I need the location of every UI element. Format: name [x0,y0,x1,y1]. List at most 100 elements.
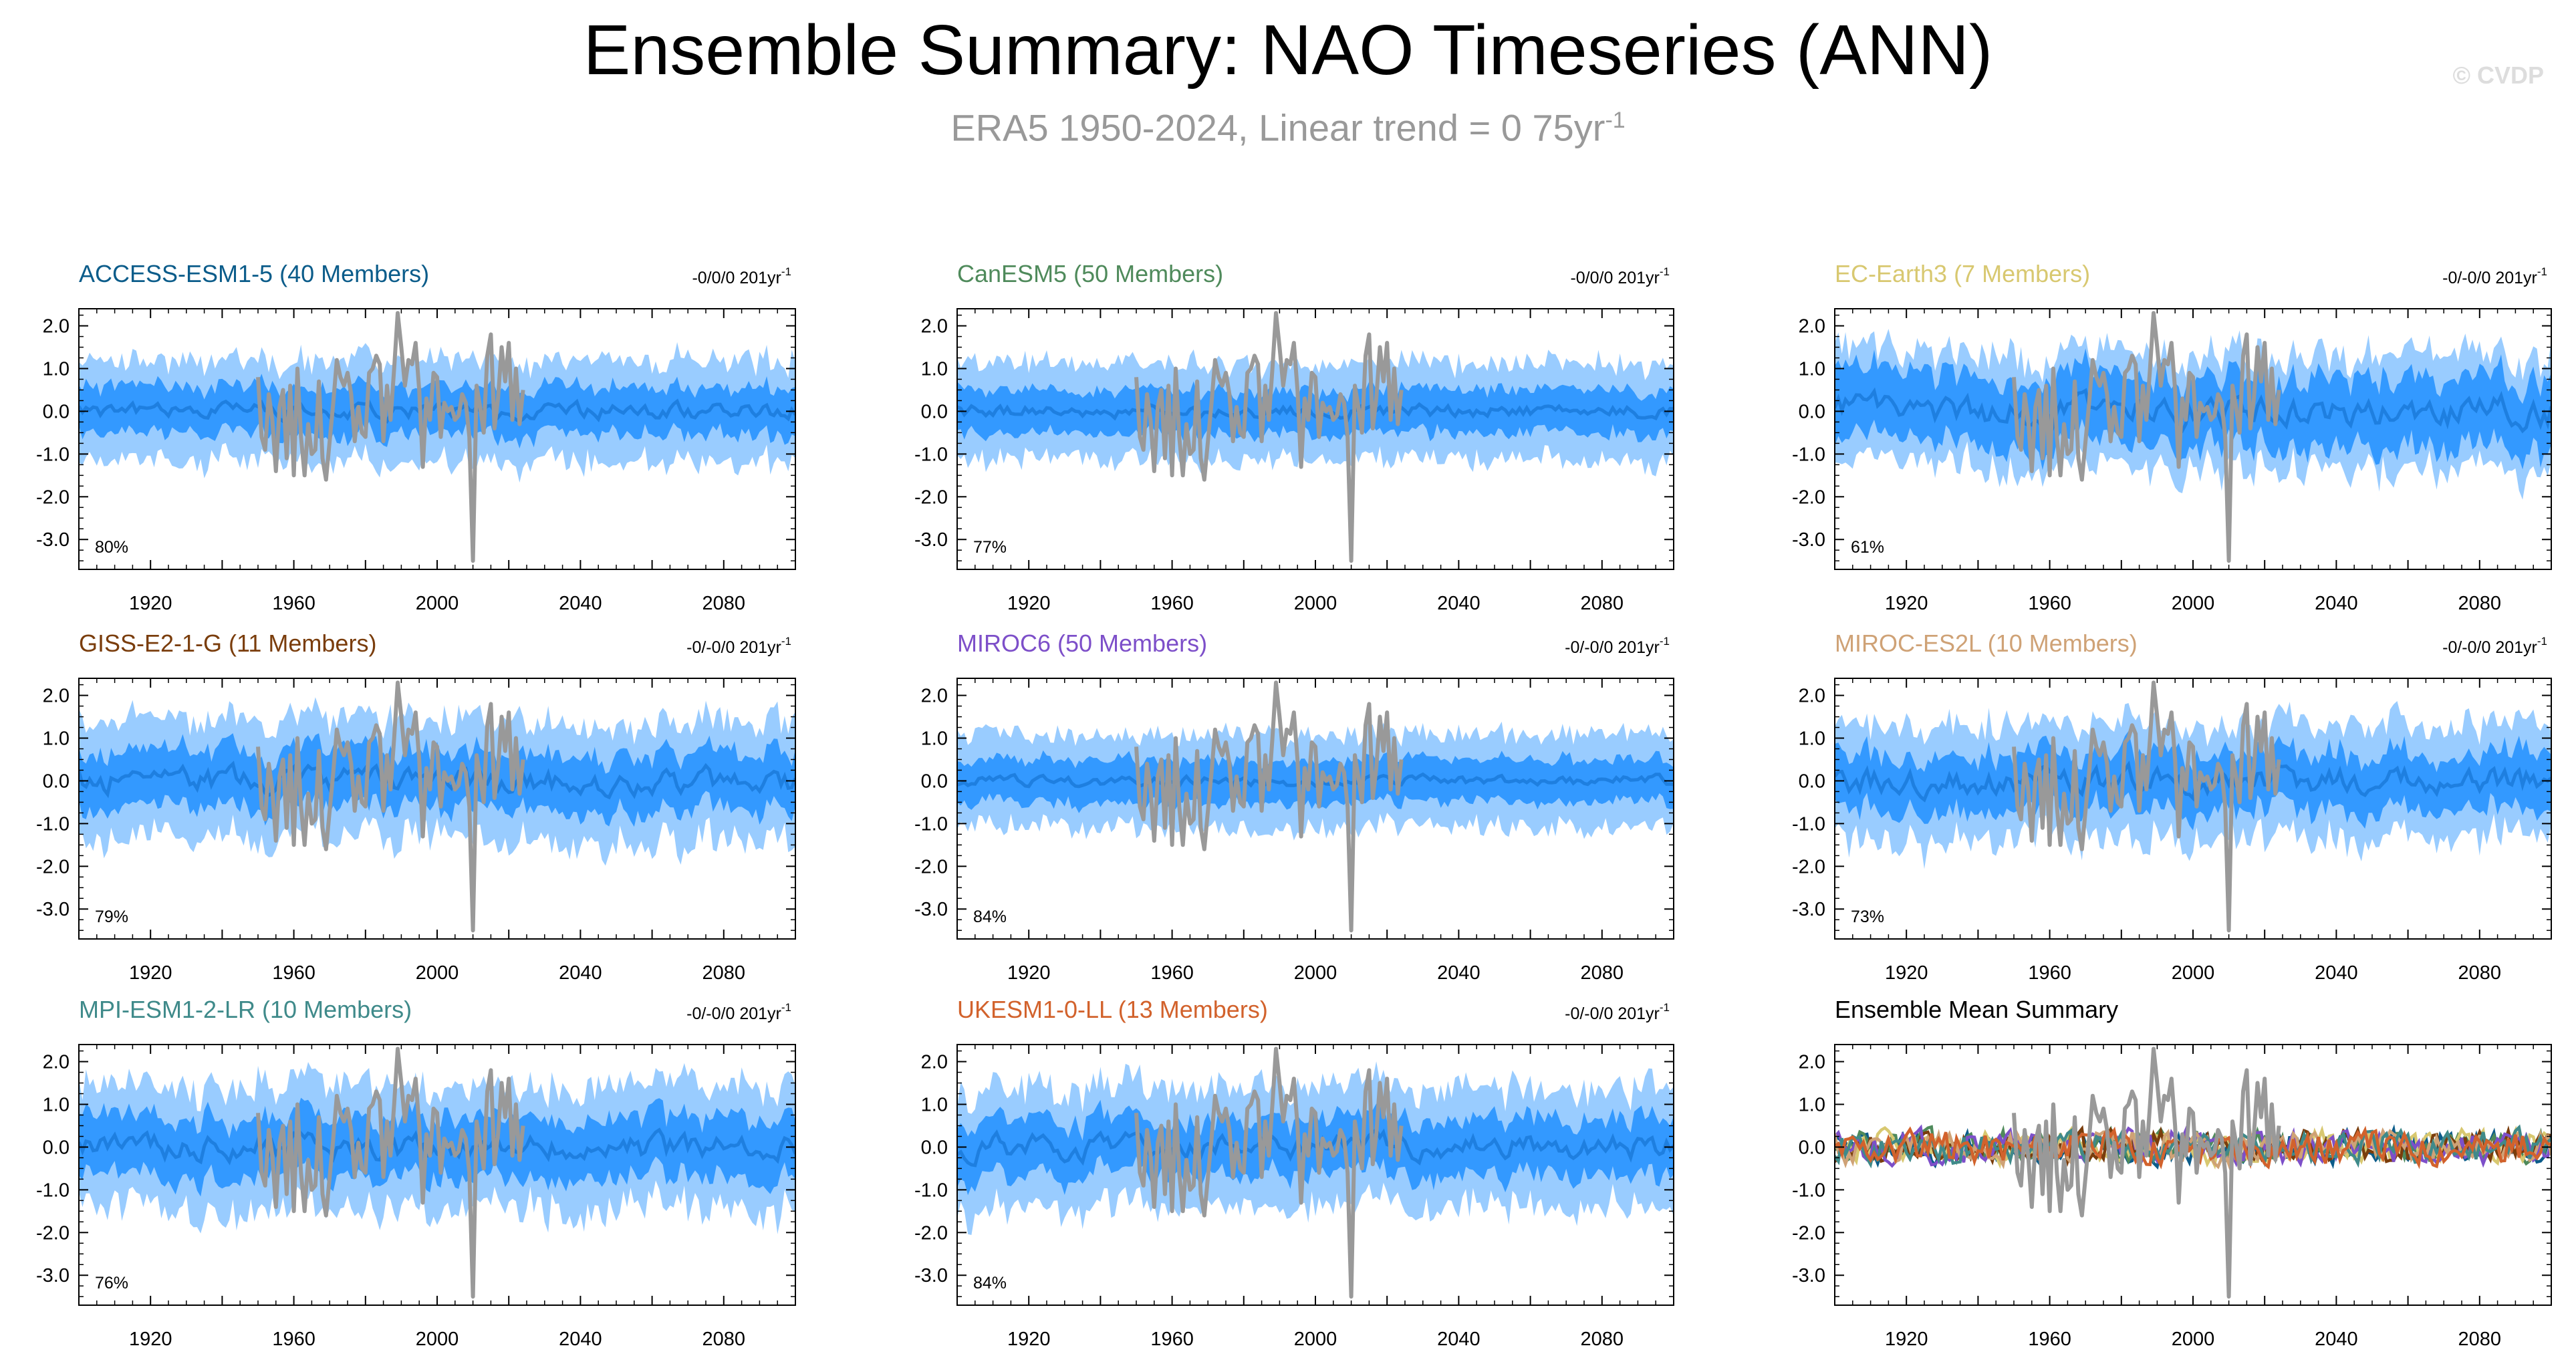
chart-panel: UKESM1-0-LL (13 Members) -0/-0/0 201yr-1 2… [914,996,1674,1350]
y-tick-label: -1.0 [36,813,70,835]
plot-area [957,1047,1674,1299]
y-tick-label: -2.0 [36,856,70,877]
panel-title: EC-Earth3 (7 Members) [1835,260,2090,287]
y-tick-label: 0.0 [921,1137,948,1158]
y-tick-label: -1.0 [914,1180,948,1201]
x-tick-label: 2040 [2315,593,2358,614]
y-tick-label: -3.0 [1792,899,1825,920]
y-tick-label: 2.0 [921,686,948,707]
y-tick-label: -1.0 [1792,1180,1825,1201]
observations-line [256,680,525,933]
y-tick-label: -2.0 [914,1222,948,1244]
observations-line [2012,680,2281,933]
x-tick-label: 1960 [2028,962,2071,984]
panel-title: Ensemble Mean Summary [1835,996,2118,1023]
x-tick-label: 2000 [1294,593,1337,614]
trend-label-sup: -1 [1660,635,1670,648]
panel-title: MIROC-ES2L (10 Members) [1835,630,2138,657]
plot-area [1835,1047,2551,1299]
x-tick-label: 2000 [416,1329,459,1350]
x-tick-label: 1920 [1885,593,1928,614]
plot-area [79,680,795,933]
x-tick-label: 1960 [272,1329,315,1350]
panel-title: CanESM5 (50 Members) [957,260,1223,287]
ensemble-mean-line [957,402,1674,422]
x-tick-label: 2040 [1437,1329,1480,1350]
percent-label: 77% [973,538,1007,557]
y-tick-label: 2.0 [1799,686,1825,707]
figure-title: Ensemble Summary: NAO Timeseries (ANN) [583,11,1993,90]
observations-line [1134,1047,1404,1299]
y-tick-label: -2.0 [914,856,948,877]
x-tick-label: 1960 [1150,593,1194,614]
trend-label: -0/-0/0 201yr-1 [1565,635,1670,657]
trend-label-text: -0/-0/0 201yr [2442,638,2537,657]
copyright-label: © CVDP [2452,61,2544,89]
plot-area [957,311,1674,563]
y-tick-label: 0.0 [921,771,948,792]
percent-label: 80% [95,538,128,557]
y-tick-label: 2.0 [921,1052,948,1073]
trend-label-text: -0/-0/0 201yr [686,1004,781,1023]
y-tick-label: 1.0 [1799,728,1825,750]
trend-label-sup: -1 [1660,265,1670,278]
x-tick-label: 1960 [272,962,315,984]
y-tick-label: -3.0 [914,1265,948,1286]
plot-frame [1834,1044,2552,1306]
y-tick-label: 0.0 [43,771,70,792]
panel-title: UKESM1-0-LL (13 Members) [957,996,1268,1023]
y-tick-label: 1.0 [43,728,70,750]
y-tick-label: 0.0 [43,401,70,422]
x-tick-label: 1920 [1007,1329,1051,1350]
plot-area [1835,311,2551,563]
trend-label-text: -0/-0/0 201yr [1565,1004,1660,1023]
chart-panel: MPI-ESM1-2-LR (10 Members) -0/-0/0 201yr-… [36,996,796,1350]
x-tick-label: 2000 [2172,1329,2215,1350]
x-tick-label: 1960 [2028,593,2071,614]
ensemble-mean-line [1835,387,2551,434]
y-tick-label: 1.0 [43,359,70,380]
y-tick-label: 2.0 [921,316,948,337]
chart-panel: Ensemble Mean Summary 2.0 1.0 0.0 -1.0 -2.0 -3… [1792,996,2552,1350]
y-tick-label: 0.0 [921,401,948,422]
y-tick-label: -3.0 [1792,529,1825,551]
observations-line [1134,311,1404,563]
observations-line [256,311,525,563]
percent-label: 73% [1851,908,1884,926]
y-tick-label: -3.0 [36,1265,70,1286]
percent-label: 79% [95,908,128,926]
percent-label: 61% [1851,538,1884,557]
y-tick-label: 2.0 [1799,1052,1825,1073]
y-tick-label: -2.0 [36,487,70,508]
x-tick-label: 2000 [2172,962,2215,984]
x-tick-label: 1920 [129,962,172,984]
x-tick-label: 2000 [416,593,459,614]
x-tick-label: 2080 [1581,962,1624,984]
x-tick-label: 2080 [702,1329,746,1350]
trend-label-sup: -1 [781,1001,791,1014]
y-tick-label: 2.0 [43,686,70,707]
x-tick-label: 1960 [272,593,315,614]
y-tick-label: 1.0 [1799,1095,1825,1116]
y-tick-label: 2.0 [1799,316,1825,337]
y-tick-label: -3.0 [914,529,948,551]
x-tick-label: 2080 [702,593,746,614]
trend-label-sup: -1 [2537,635,2547,648]
percent-label: 76% [95,1274,128,1292]
y-tick-label: -3.0 [36,899,70,920]
x-tick-label: 2040 [559,593,602,614]
plot-area [79,1047,795,1299]
y-tick-label: -1.0 [1792,813,1825,835]
trend-label-text: -0/0/0 201yr [692,269,781,287]
x-tick-label: 1920 [1007,593,1051,614]
y-tick-label: 0.0 [1799,1137,1825,1158]
trend-label-text: -0/-0/0 201yr [1565,638,1660,657]
x-tick-label: 2080 [2458,1329,2502,1350]
trend-label: -0/-0/0 201yr-1 [686,1001,791,1023]
chart-panel: ACCESS-ESM1-5 (40 Members) -0/0/0 201yr-1… [36,260,796,614]
y-tick-label: -1.0 [36,444,70,465]
x-tick-label: 1960 [1150,1329,1194,1350]
trend-label: -0/-0/0 201yr-1 [2442,265,2547,287]
x-tick-label: 2000 [416,962,459,984]
